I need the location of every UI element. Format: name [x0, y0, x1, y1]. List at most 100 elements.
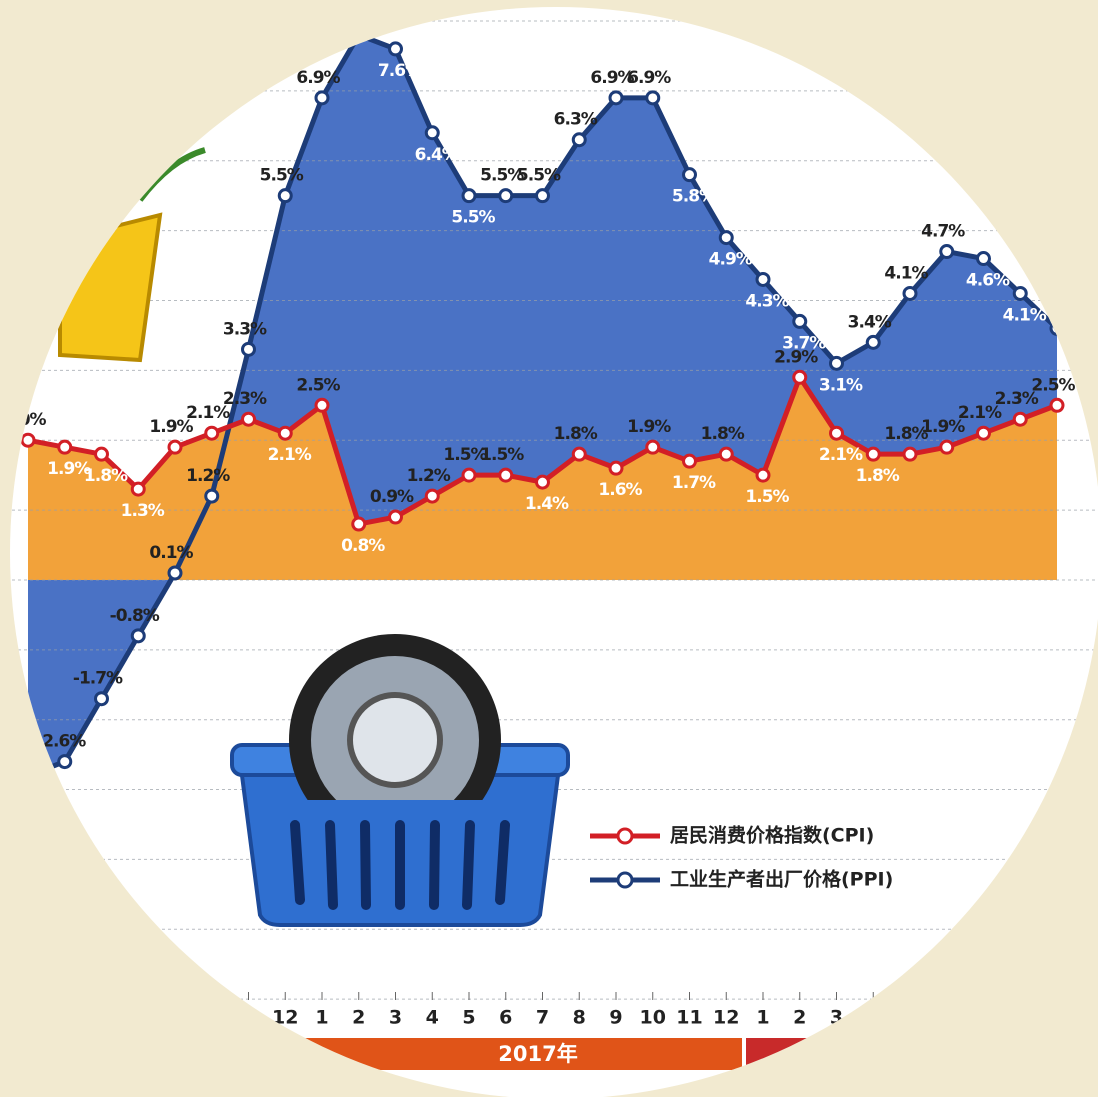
data-label: 1.8% [554, 424, 598, 444]
x-tick-label: 6 [499, 1007, 512, 1029]
marker [316, 399, 328, 411]
marker [132, 630, 144, 642]
marker [353, 518, 365, 530]
data-label: 3.1% [819, 375, 863, 395]
data-label: 2.1% [819, 445, 863, 465]
legend-marker [618, 829, 632, 843]
year-bar: 2017年 [240, 1038, 1098, 1070]
data-label: 4.7% [921, 222, 965, 242]
marker [720, 448, 732, 460]
data-label: 1.6% [598, 480, 642, 500]
marker [463, 190, 475, 202]
data-label: 1.8% [856, 466, 900, 486]
marker [426, 127, 438, 139]
data-label: 1.2% [186, 466, 230, 486]
marker [904, 448, 916, 460]
x-tick-label: 12 [713, 1007, 739, 1029]
x-tick-label: 11 [676, 1007, 702, 1029]
marker [831, 427, 843, 439]
marker [1051, 399, 1063, 411]
legend-marker [618, 873, 632, 887]
x-tick-label: 12 [272, 1007, 298, 1029]
x-tick-label: 2 [793, 1007, 806, 1029]
marker [22, 770, 34, 782]
marker [573, 134, 585, 146]
data-label: 2.1% [268, 445, 312, 465]
marker [279, 427, 291, 439]
data-label: 4.6% [966, 271, 1010, 291]
x-tick-label: 9 [609, 1007, 622, 1029]
data-label: 6.9% [627, 68, 671, 88]
data-label: 0.9% [370, 487, 414, 507]
data-label: 2.9% [774, 347, 818, 367]
marker [610, 462, 622, 474]
marker [1014, 287, 1026, 299]
marker [132, 483, 144, 495]
legend-label: 工业生产者出厂价格(PPI) [670, 868, 893, 891]
data-label: 1.9% [627, 417, 671, 437]
data-label: 1.7% [672, 473, 716, 493]
marker [794, 371, 806, 383]
marker [867, 448, 879, 460]
x-tick-label: 3 [389, 1007, 402, 1029]
marker [647, 92, 659, 104]
legend-label: 居民消费价格指数(CPI) [670, 824, 874, 847]
data-label: 1.2% [407, 466, 451, 486]
data-label: 1.3% [121, 501, 165, 521]
marker [684, 455, 696, 467]
marker [169, 567, 181, 579]
marker [353, 29, 365, 41]
marker [831, 357, 843, 369]
marker [941, 246, 953, 258]
marker [390, 43, 402, 55]
data-label: 2.5% [1031, 375, 1075, 395]
year-band [240, 1038, 742, 1070]
marker [243, 343, 255, 355]
marker [647, 441, 659, 453]
marker [206, 490, 218, 502]
x-tick-label: 1 [756, 1007, 769, 1029]
x-tick-label: 4 [426, 1007, 439, 1029]
marker [316, 92, 328, 104]
data-label: 3.3% [223, 319, 267, 339]
x-tick-label: 10 [640, 1007, 666, 1029]
marker [463, 469, 475, 481]
x-tick-label: 8 [573, 1007, 586, 1029]
marker [96, 448, 108, 460]
data-label: 6.9% [296, 68, 340, 88]
marker [59, 441, 71, 453]
marker [867, 336, 879, 348]
marker [757, 273, 769, 285]
x-tick-label: 7 [536, 1007, 549, 1029]
marker [96, 693, 108, 705]
data-label: 6.4% [415, 145, 459, 165]
data-label: 0.8% [341, 536, 385, 556]
data-label: 2.0% [2, 410, 46, 430]
marker [794, 315, 806, 327]
data-label: 1.4% [525, 494, 569, 514]
marker [206, 427, 218, 439]
data-label: 2.3% [223, 389, 267, 409]
marker [22, 434, 34, 446]
data-label: 1.8% [84, 466, 128, 486]
year-label: 2017年 [498, 1042, 577, 1066]
chart: -2.8%-2.6%-1.7%-0.8%0.1%1.2%3.3%5.5%6.9%… [0, 0, 1098, 1097]
marker [390, 511, 402, 523]
data-label: 5.5% [517, 166, 561, 186]
marker [169, 441, 181, 453]
data-label: 4.1% [1003, 305, 1047, 325]
data-label: 4.1% [884, 263, 928, 283]
data-label: -2.8% [7, 788, 57, 808]
data-label: 1.5% [745, 487, 789, 507]
marker [757, 469, 769, 481]
marker [426, 490, 438, 502]
marker [573, 448, 585, 460]
marker [500, 469, 512, 481]
x-tick-label: 2 [352, 1007, 365, 1029]
data-label: 1.5% [480, 445, 524, 465]
year-band [746, 1038, 1098, 1070]
marker [243, 413, 255, 425]
data-label: 0.1% [149, 543, 193, 563]
marker [904, 287, 916, 299]
marker [59, 756, 71, 768]
